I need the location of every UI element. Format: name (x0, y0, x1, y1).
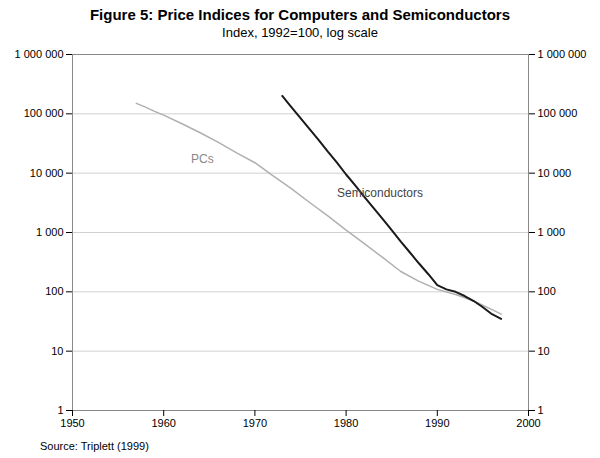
svg-text:1 000 000: 1 000 000 (538, 48, 587, 60)
svg-text:1 000: 1 000 (538, 226, 566, 238)
svg-text:1990: 1990 (425, 417, 449, 429)
svg-text:10: 10 (51, 345, 63, 357)
svg-text:1960: 1960 (151, 417, 175, 429)
svg-text:10 000: 10 000 (30, 167, 64, 179)
svg-text:1950: 1950 (60, 417, 84, 429)
svg-text:Semiconductors: Semiconductors (337, 186, 423, 200)
svg-text:1970: 1970 (243, 417, 267, 429)
html-text:Figure 5: Price Indices for Co: Figure 5: Price Indices for Computers an… (90, 6, 510, 23)
svg-text:100 000: 100 000 (538, 107, 578, 119)
svg-text:100: 100 (45, 285, 63, 297)
svg-text:10: 10 (538, 345, 550, 357)
svg-text:1 000: 1 000 (36, 226, 64, 238)
svg-text:100 000: 100 000 (24, 107, 64, 119)
svg-text:1 000 000: 1 000 000 (15, 48, 64, 60)
svg-text:1: 1 (57, 404, 63, 416)
html-text:Source: Triplett (1999): Source: Triplett (1999) (40, 440, 149, 452)
svg-text:10 000: 10 000 (538, 167, 572, 179)
svg-text:100: 100 (538, 285, 556, 297)
html-text:Index, 1992=100, log scale: Index, 1992=100, log scale (222, 25, 378, 40)
svg-text:PCs: PCs (191, 152, 214, 166)
svg-text:2000: 2000 (516, 417, 540, 429)
svg-text:1: 1 (538, 404, 544, 416)
svg-text:1980: 1980 (334, 417, 358, 429)
